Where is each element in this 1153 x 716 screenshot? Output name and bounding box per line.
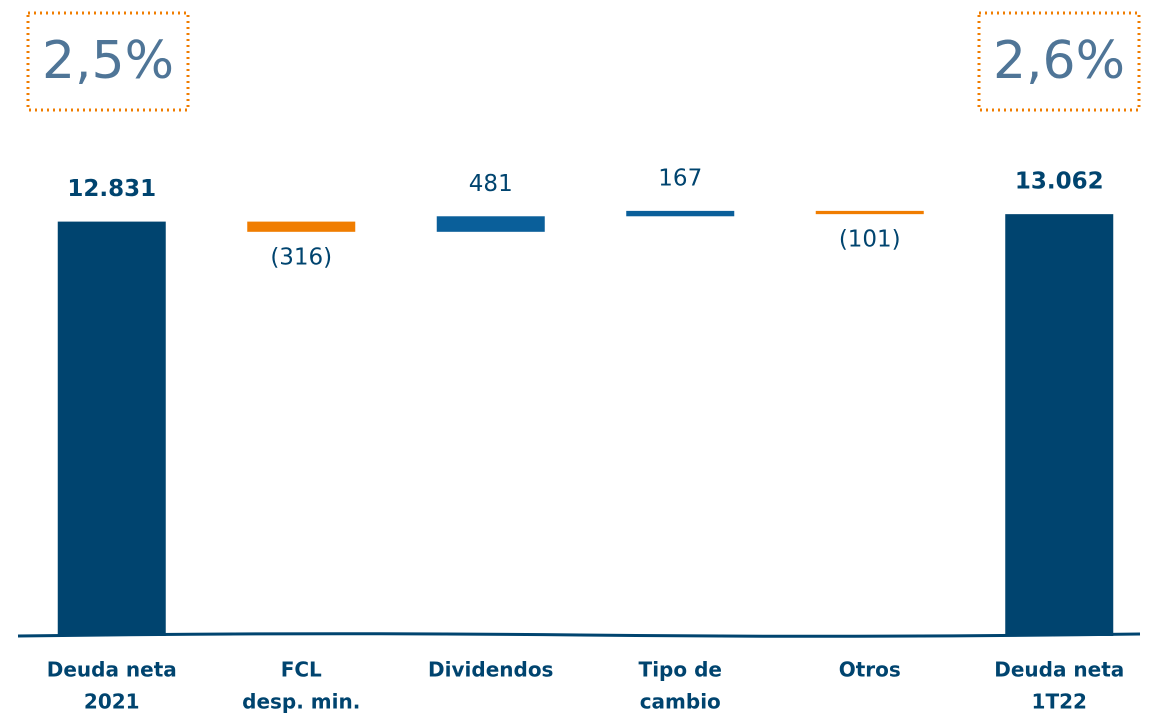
- value-label: (101): [839, 227, 901, 253]
- x-tick-label: FCL: [281, 658, 322, 682]
- value-label: 167: [658, 165, 702, 191]
- annotation-box: [977, 11, 1141, 112]
- bar: [626, 210, 735, 217]
- annotation-box: [26, 11, 190, 112]
- x-tick-label: 1T22: [1032, 690, 1087, 714]
- x-tick-label: desp. min.: [242, 690, 360, 714]
- value-label: 12.831: [67, 176, 156, 202]
- value-label: 13.062: [1015, 169, 1104, 195]
- bar: [247, 221, 356, 232]
- x-tick-label: Deuda neta: [47, 658, 177, 682]
- value-label: 481: [469, 171, 513, 197]
- annotation: 2,5%: [42, 31, 174, 91]
- x-tick-label: Deuda neta: [994, 658, 1124, 682]
- bar: [57, 221, 166, 637]
- x-tick-label: cambio: [640, 690, 721, 714]
- x-tick-label: Otros: [839, 658, 901, 682]
- baseline: [17, 632, 1141, 638]
- x-tick-label: 2021: [84, 690, 140, 714]
- annotation: 2,6%: [993, 31, 1125, 91]
- bar: [436, 216, 545, 232]
- x-tick-label: Tipo de: [639, 658, 722, 682]
- value-label: (316): [270, 244, 332, 270]
- x-tick-label: Dividendos: [428, 658, 553, 682]
- bar: [1005, 214, 1114, 636]
- bar: [815, 210, 924, 215]
